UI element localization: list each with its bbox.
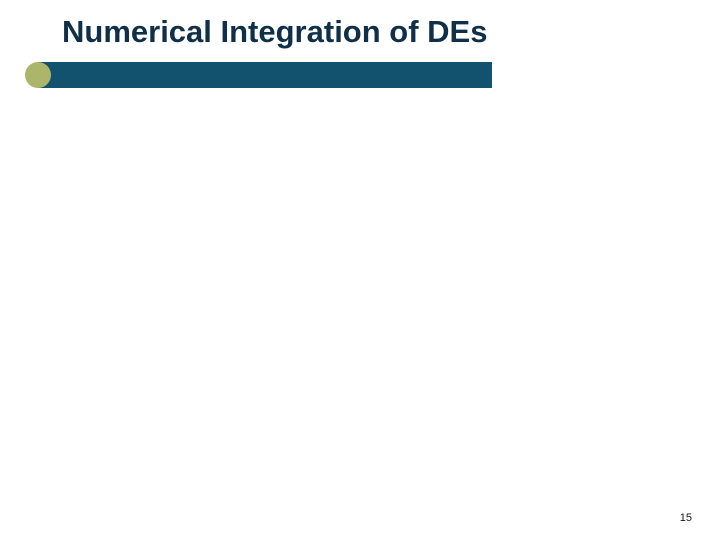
accent-bar [38,62,492,88]
slide-title: Numerical Integration of DEs [62,14,487,50]
slide: Numerical Integration of DEs 15 [0,0,720,540]
accent-dot [25,62,51,88]
page-number: 15 [680,512,692,524]
